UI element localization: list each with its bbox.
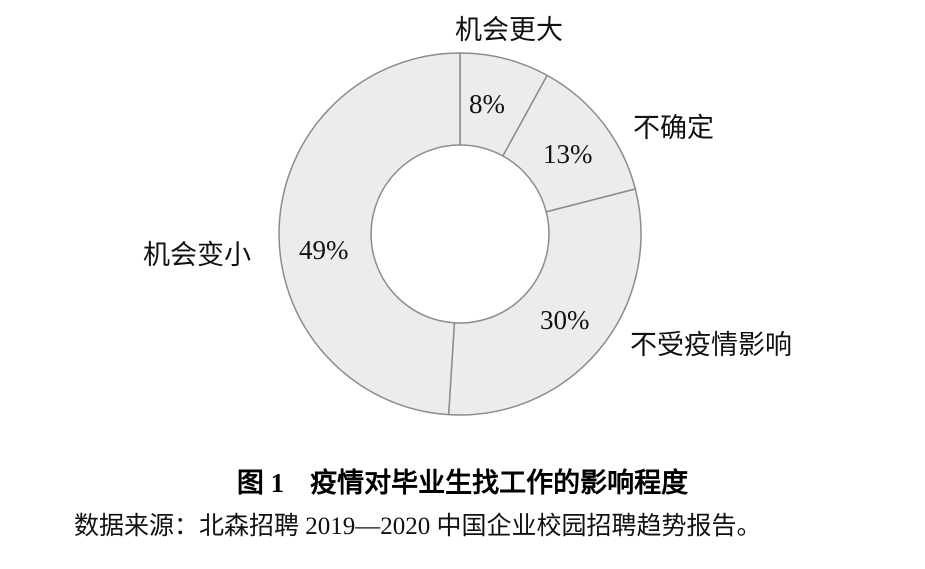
- segment-value-not-affected: 30%: [540, 305, 590, 335]
- donut-segment: [447, 188, 642, 416]
- segment-value-bigger-opportunity: 8%: [469, 89, 505, 119]
- figure-source: 数据来源：北森招聘 2019—2020 中国企业校园招聘趋势报告。: [74, 513, 762, 540]
- segment-value-uncertain: 13%: [543, 139, 593, 169]
- donut-segment: [278, 52, 461, 416]
- figure-caption: 图 1 疫情对毕业生找工作的影响程度: [0, 461, 925, 500]
- segment-label-not-affected: 不受疫情影响: [630, 330, 792, 360]
- segment-value-smaller-opportunity: 49%: [299, 235, 349, 265]
- segment-label-uncertain: 不确定: [633, 113, 714, 143]
- segment-label-smaller-opportunity: 机会变小: [143, 240, 251, 270]
- figure-number: 图 1: [236, 468, 285, 498]
- donut-ring: [278, 52, 642, 416]
- segment-label-bigger-opportunity: 机会更大: [455, 15, 563, 45]
- figure-title-text: 疫情对毕业生找工作的影响程度: [310, 468, 689, 498]
